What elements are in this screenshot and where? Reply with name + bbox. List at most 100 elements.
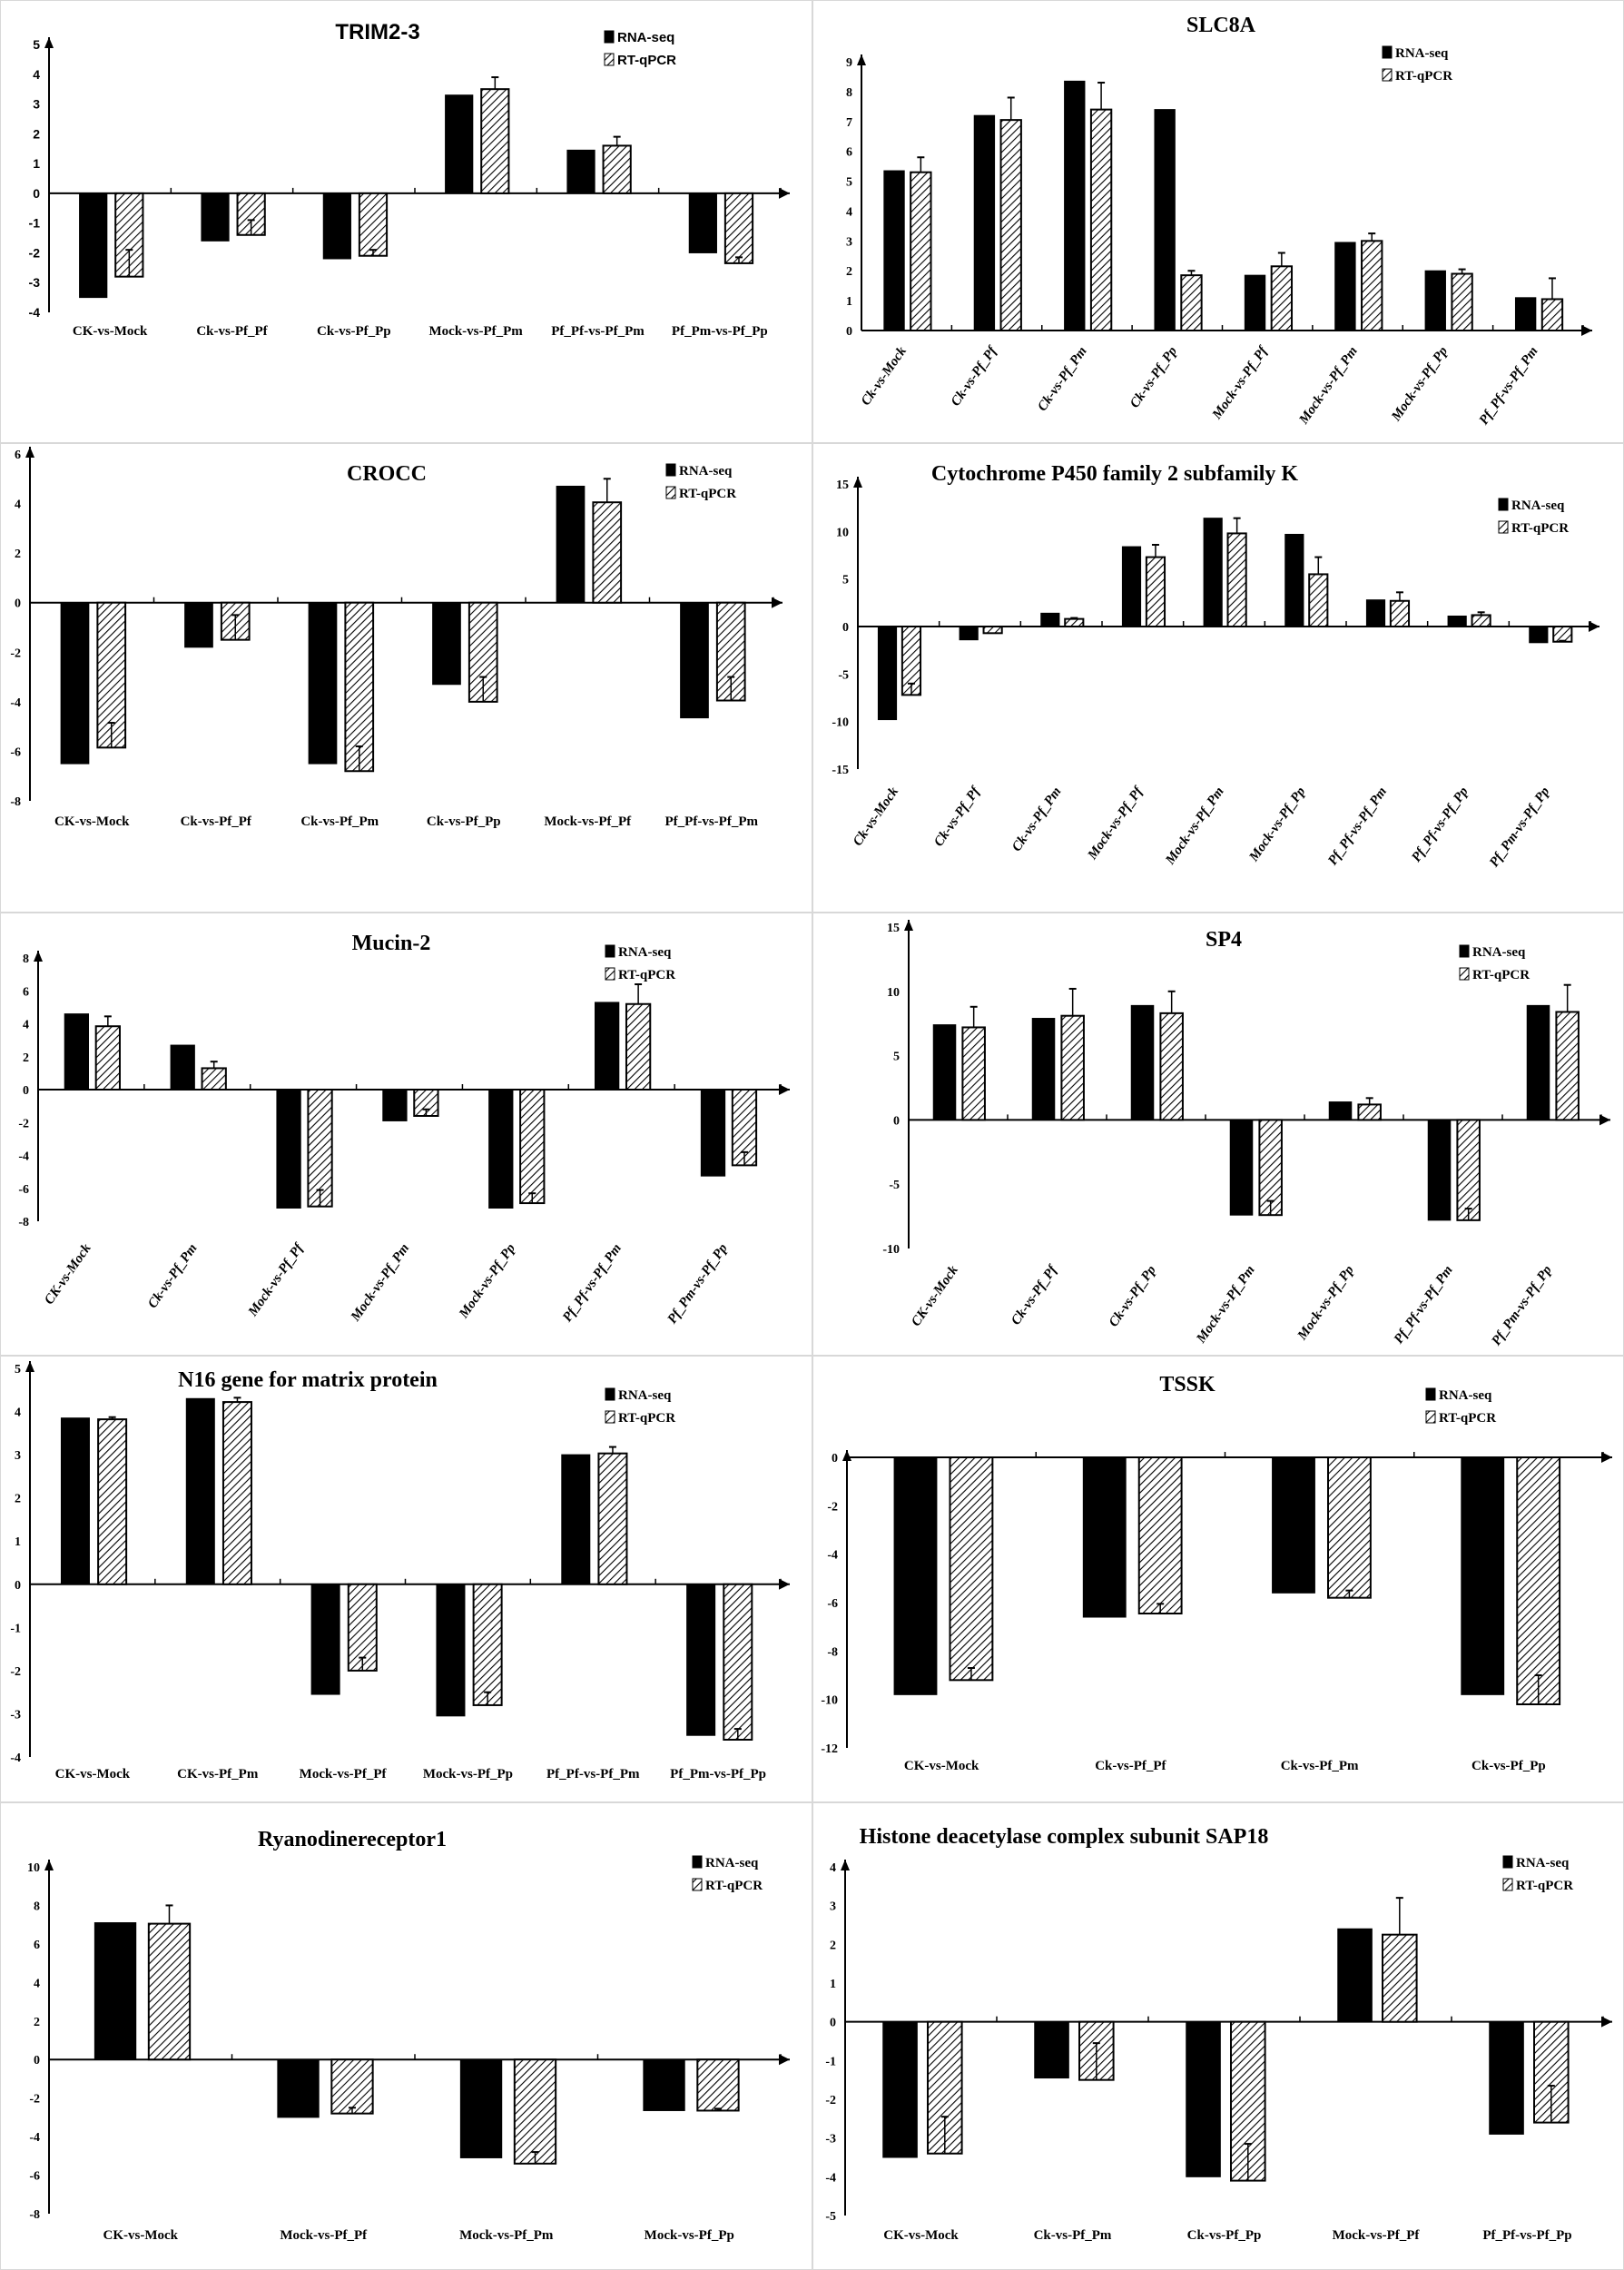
x-tick-label: Ck-vs-Pf_Pm [1035,344,1089,414]
x-tick-label: Pf_Pf-vs-Pf_Pm [1392,1263,1456,1347]
bar-rt-qpcr [592,501,623,604]
y-tick-label: 1 [15,1535,21,1549]
y-tick-label: -5 [825,2210,836,2224]
x-tick-label: Ck-vs-Pf_Pp [1187,2228,1262,2243]
bar-rna-seq [1272,1456,1315,1594]
x-tick-label: Ck-vs-Pf_Pp [1107,1263,1159,1330]
y-tick-label: 4 [15,498,21,512]
bar-rna-seq [276,1089,301,1209]
y-tick-label: 0 [842,621,849,635]
y-tick-label: -3 [825,2133,836,2147]
y-tick-label: -5 [889,1179,900,1192]
legend-swatch-rt-qpcr [605,1410,615,1424]
y-tick-label: 0 [846,325,852,339]
y-tick-label: 4 [15,1406,21,1420]
bar-rna-seq [893,1456,938,1695]
y-tick-label: 10 [836,526,849,539]
legend-swatch-rt-qpcr [665,486,676,499]
bar-rna-seq [1121,546,1142,627]
legend-swatch-rna-seq [1382,45,1393,59]
legend-swatch-rna-seq [665,463,676,477]
chart-panel-trim2-3: TRIM2-3 RNA-seq RT-qPCR 5 4 3 2 1 0 -1 -2 -3 -4 CK-vs… [0,0,812,443]
y-tick-label: 6 [34,1939,40,1952]
bar-rt-qpcr [1145,556,1166,627]
y-tick-label: 10 [27,1861,40,1875]
legend-label: RT-qPCR [679,487,736,501]
bar-chart: Mucin-2 RNA-seq RT-qPCR 8 6 4 2 0 -2 -4 -6 -8 CK-vs-… [18,932,790,1327]
chart-panel-cyp450: Cytochrome P450 family 2 subfamily K RNA-… [812,443,1624,913]
x-tick-label: Mock-vs-Pf_Pf [1209,342,1271,422]
chart-title: TRIM2-3 [335,20,419,44]
bar-rt-qpcr [1089,108,1113,331]
y-tick-label: 5 [846,176,852,190]
x-tick-label: Ck-vs-Pf_Pp [1471,1759,1546,1773]
bar-rt-qpcr [1226,532,1247,627]
y-tick-label: -4 [29,305,41,320]
x-tick-label: Pf_Pm-vs-Pf_Pp [670,1767,766,1781]
y-tick-label: 2 [15,548,21,561]
y-tick-label: -6 [18,1183,29,1197]
y-axis-arrow-icon [842,1450,851,1461]
y-tick-label: -4 [10,696,21,710]
y-tick-label: 0 [33,186,40,201]
x-axis-arrow-icon [772,597,782,608]
x-axis-arrow-icon [1601,2016,1612,2028]
bar-rt-qpcr [472,1583,503,1706]
y-tick-label: -8 [827,1645,838,1659]
x-tick-label: Mock-vs-Pf_Pm [459,2228,554,2243]
legend-swatch-rna-seq [604,30,615,44]
bar-rt-qpcr [480,88,510,194]
bar-rt-qpcr [94,1025,121,1091]
y-axis-arrow-icon [857,54,866,65]
x-tick-label: Pf_Pf-vs-Pf_Pm [560,1241,625,1325]
legend-swatch-rt-qpcr [692,1878,703,1891]
y-tick-label: 4 [846,205,852,219]
bar-rna-seq [201,192,230,242]
bar-rna-seq [566,149,595,194]
y-tick-label: 15 [887,922,900,935]
legend-label: RT-qPCR [1395,69,1452,84]
y-tick-label: -8 [10,795,21,809]
bar-rna-seq [1337,1928,1373,2023]
x-tick-label: Mock-vs-Pf_Pf [280,2228,368,2243]
y-axis-arrow-icon [25,1361,34,1372]
x-axis-arrow-icon [779,1578,790,1590]
bar-rna-seq [1424,270,1446,331]
bar-rna-seq [877,626,898,721]
y-tick-label: 4 [23,1019,29,1032]
x-tick-label: Mock-vs-Pf_Pp [456,1241,518,1322]
legend-swatch-rt-qpcr [1425,1410,1436,1424]
x-tick-label: CK-vs-Mock [42,1241,94,1308]
x-axis-arrow-icon [779,1084,790,1095]
x-tick-label: Pf_Pf-vs-Pf_Pm [546,1767,640,1781]
y-tick-label: 3 [33,97,40,112]
y-tick-label: 1 [846,295,852,309]
bar-rt-qpcr [1471,614,1491,628]
x-tick-label: Ck-vs-Pf_Pf [949,342,1001,409]
bar-rna-seq [445,94,474,194]
y-tick-label: 2 [830,1939,836,1952]
bar-rt-qpcr [1326,1456,1372,1599]
bar-rna-seq [1514,297,1537,331]
y-tick-label: -3 [10,1708,21,1722]
bar-rna-seq [64,1013,90,1091]
x-tick-label: Mock-vs-Pf_Pf [245,1239,307,1319]
bar-rt-qpcr [1060,1014,1085,1121]
bar-rt-qpcr [513,2058,557,2165]
bar-rna-seq [432,602,461,686]
bar-rt-qpcr [1456,1119,1481,1221]
y-tick-label: -10 [821,1694,838,1708]
x-tick-label: Pf_Pf-vs-Pf_Pp [1409,785,1471,865]
legend-swatch-rna-seq [1459,944,1470,958]
x-tick-label: Mock-vs-Pf_Pp [423,1767,513,1781]
y-tick-label: 0 [832,1452,838,1466]
y-tick-label: -4 [29,2131,40,2145]
x-axis-arrow-icon [779,187,790,199]
x-tick-label: CK-vs-Mock [73,324,148,339]
bar-rt-qpcr [147,1922,192,2061]
bar-rna-seq [60,602,90,765]
chart-panel-ryanodine: Ryanodinereceptor1 RNA-seq RT-qPCR 10 8 6 4 2 0 -… [0,1802,812,2270]
chart-title: Histone deacetylase complex subunit SAP1… [860,1825,1269,1849]
bar-rt-qpcr [982,626,1003,635]
chart-title: SP4 [1206,928,1242,952]
